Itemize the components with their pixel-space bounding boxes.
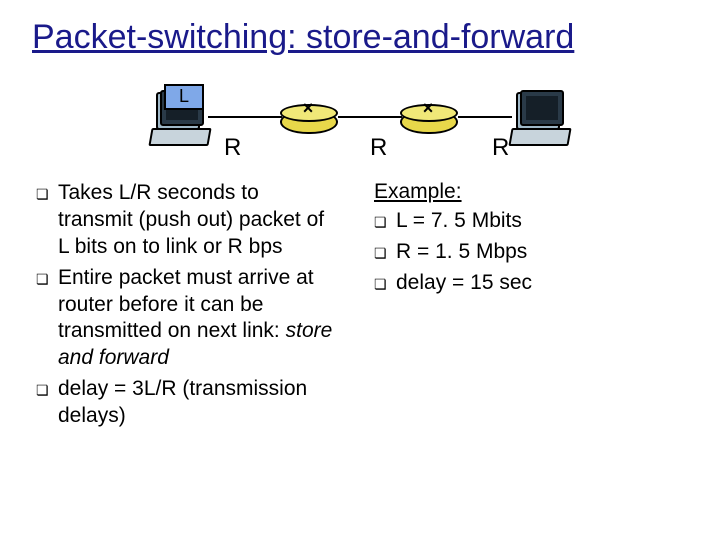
example-heading: Example: — [374, 180, 684, 204]
link-2-label: R — [370, 134, 387, 162]
network-diagram: L R × R × R — [150, 82, 570, 172]
host-left: L — [150, 90, 208, 146]
router-1: × — [280, 100, 336, 144]
bullet-icon: ❏ — [374, 208, 396, 235]
bullet-icon: ❏ — [36, 376, 58, 430]
content-columns: ❏ Takes L/R seconds to transmit (push ou… — [36, 180, 684, 434]
router-2: × — [400, 100, 456, 144]
bullet-icon: ❏ — [36, 265, 58, 373]
bullet-item: ❏ delay = 15 sec — [374, 270, 684, 297]
packet-label-box: L — [164, 84, 204, 110]
link-1-label: R — [224, 134, 241, 162]
bullet-text: R = 1. 5 Mbps — [396, 239, 684, 266]
left-column: ❏ Takes L/R seconds to transmit (push ou… — [36, 180, 336, 434]
link-1 — [208, 116, 282, 118]
bullet-item: ❏ Takes L/R seconds to transmit (push ou… — [36, 180, 336, 261]
router-arrows-icon: × — [296, 102, 320, 116]
bullet-item: ❏ delay = 3L/R (transmission delays) — [36, 376, 336, 430]
bullet-item: ❏ Entire packet must arrive at router be… — [36, 265, 336, 373]
bullet-text: Takes L/R seconds to transmit (push out)… — [58, 180, 336, 261]
bullet-item: ❏ L = 7. 5 Mbits — [374, 208, 684, 235]
bullet-text: delay = 3L/R (transmission delays) — [58, 376, 336, 430]
host-right — [510, 90, 568, 146]
link-3-label: R — [492, 134, 509, 162]
bullet-text: Entire packet must arrive at router befo… — [58, 265, 336, 373]
bullet-icon: ❏ — [36, 180, 58, 261]
link-3 — [458, 116, 512, 118]
router-arrows-icon: × — [416, 102, 440, 116]
right-column: Example: ❏ L = 7. 5 Mbits ❏ R = 1. 5 Mbp… — [356, 180, 684, 434]
bullet-text: delay = 15 sec — [396, 270, 684, 297]
bullet-item: ❏ R = 1. 5 Mbps — [374, 239, 684, 266]
link-2 — [338, 116, 402, 118]
page-title: Packet-switching: store-and-forward — [32, 18, 574, 57]
bullet-icon: ❏ — [374, 239, 396, 266]
bullet-icon: ❏ — [374, 270, 396, 297]
packet-label: L — [179, 86, 189, 106]
bullet-text: L = 7. 5 Mbits — [396, 208, 684, 235]
